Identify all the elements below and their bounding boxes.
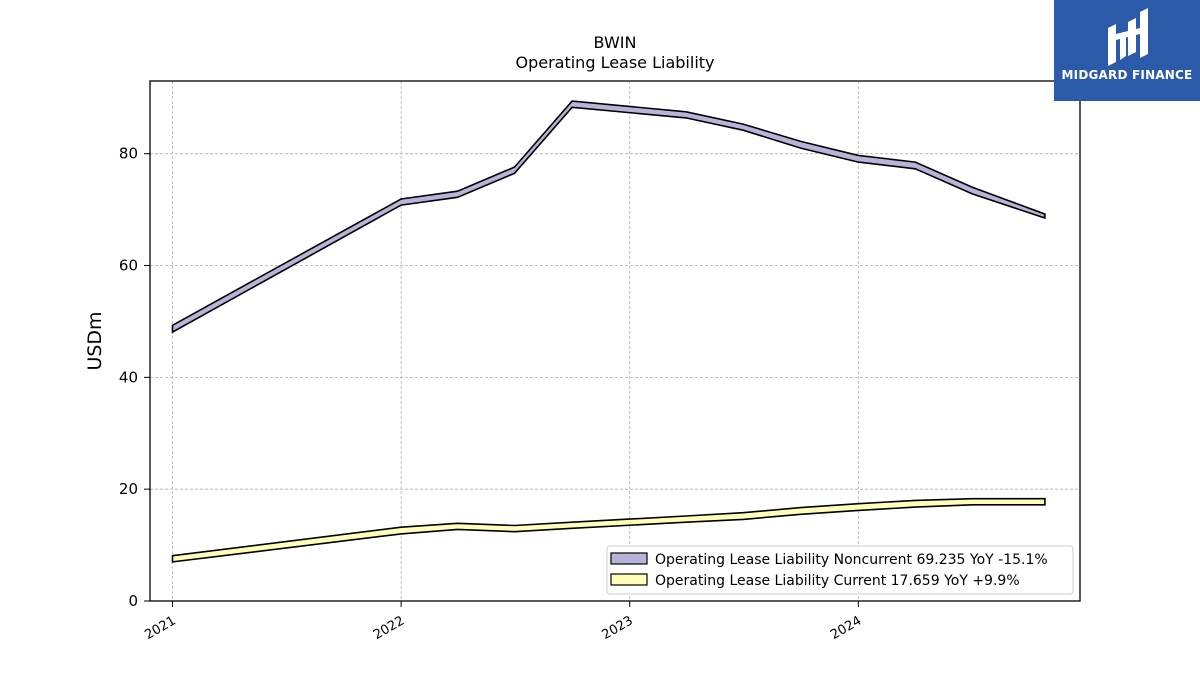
chart-subtitle: Operating Lease Liability — [515, 53, 714, 72]
x-tick-label: 2021 — [142, 613, 178, 643]
logo-mark-icon — [1108, 8, 1148, 66]
legend-box — [606, 545, 1074, 595]
series-band-1 — [171, 497, 1046, 563]
x-tick-label: 2022 — [371, 613, 407, 643]
chart-title: BWIN — [594, 33, 637, 52]
y-axis-label: USDm — [84, 311, 106, 370]
plot-frame — [149, 80, 1081, 602]
x-tick-label: 2024 — [828, 613, 864, 643]
midgard-finance-logo: MIDGARD FINANCE — [1054, 0, 1200, 101]
legend-swatch-current — [610, 573, 648, 586]
legend-label-current: Operating Lease Liability Current 17.659… — [655, 573, 1020, 589]
series-areas — [171, 100, 1046, 563]
y-tick-label: 0 — [128, 592, 138, 610]
logo-text: MIDGARD FINANCE — [1061, 68, 1193, 82]
legend: Operating Lease Liability Noncurrent 69.… — [606, 545, 1074, 595]
x-tick-label: 2023 — [600, 613, 636, 643]
y-tick-label: 60 — [119, 257, 138, 275]
legend-label-noncurrent: Operating Lease Liability Noncurrent 69.… — [655, 552, 1048, 568]
series-band-0 — [171, 100, 1046, 334]
y-tick-label: 80 — [119, 145, 138, 163]
grid-lines — [150, 81, 1080, 601]
legend-swatch-noncurrent — [610, 552, 648, 565]
x-axis-ticks: 2021 2022 2023 2024 — [142, 601, 864, 643]
y-tick-label: 20 — [119, 480, 138, 498]
y-tick-label: 40 — [119, 368, 138, 386]
y-axis-ticks: 0 20 40 60 80 — [119, 145, 150, 610]
